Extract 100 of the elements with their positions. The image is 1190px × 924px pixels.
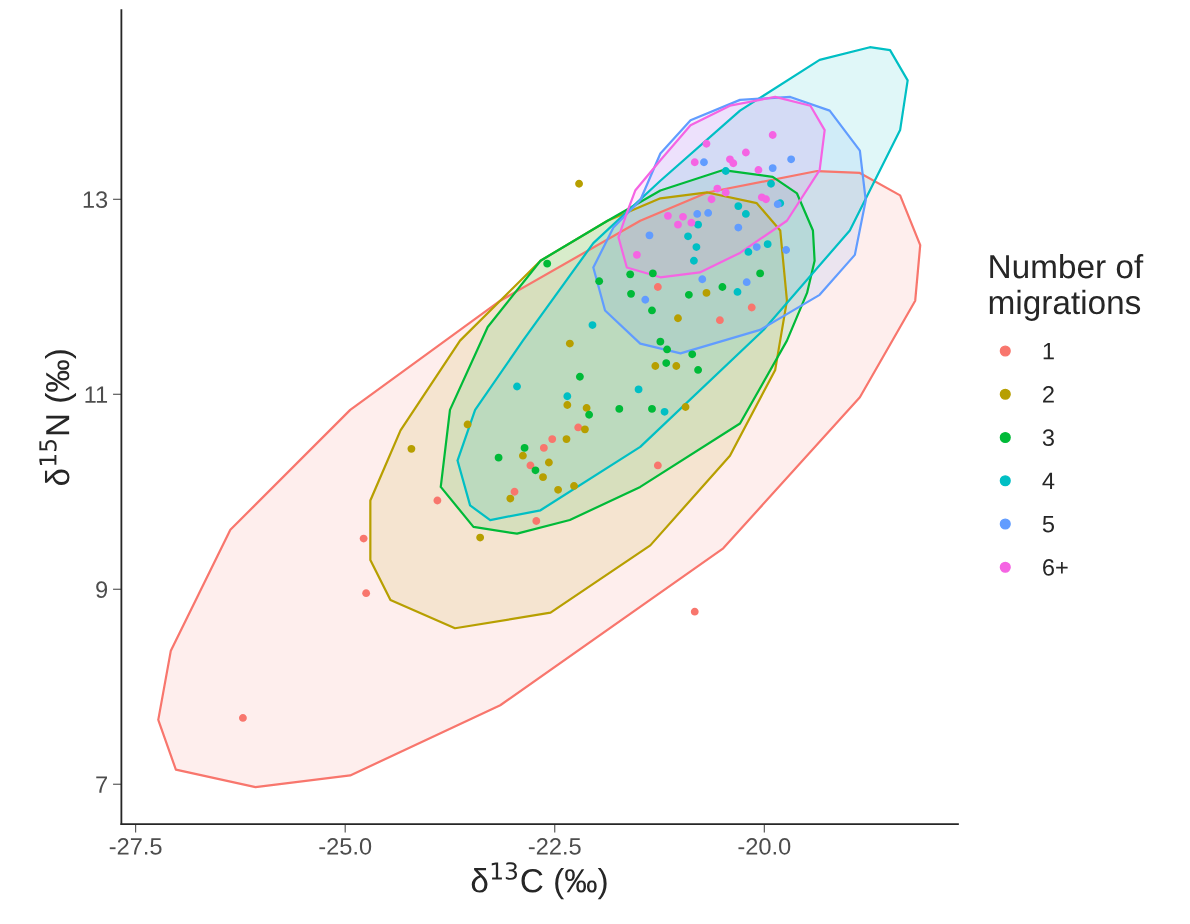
point xyxy=(681,403,690,411)
point xyxy=(563,401,572,409)
point xyxy=(721,167,730,175)
point xyxy=(575,179,583,188)
point xyxy=(543,259,552,268)
point xyxy=(565,339,574,348)
point xyxy=(690,607,699,616)
point xyxy=(663,345,672,354)
point xyxy=(581,425,589,434)
point xyxy=(702,139,711,148)
y-tick-label: 7 xyxy=(96,776,107,793)
point xyxy=(718,283,727,291)
x-tick-label: -27.5 xyxy=(109,838,162,855)
point xyxy=(632,250,641,259)
legend-label: 6+ xyxy=(1043,559,1068,576)
point xyxy=(694,220,703,229)
point xyxy=(634,385,643,394)
point xyxy=(768,164,777,173)
point xyxy=(700,158,708,167)
point xyxy=(660,407,669,416)
point xyxy=(692,243,701,251)
x-tick-label: -22.5 xyxy=(528,838,581,855)
point xyxy=(626,270,635,279)
point xyxy=(539,443,548,452)
point xyxy=(641,295,650,304)
point xyxy=(407,444,416,453)
legend-title: Number of migrations xyxy=(989,253,1144,321)
point xyxy=(651,362,660,370)
point xyxy=(733,287,742,296)
point xyxy=(648,306,656,315)
point xyxy=(544,458,553,467)
point xyxy=(688,350,697,359)
point xyxy=(742,278,751,287)
legend-label: 5 xyxy=(1042,516,1055,533)
point xyxy=(627,289,635,298)
point xyxy=(752,243,761,251)
point xyxy=(763,240,772,249)
point xyxy=(679,212,687,221)
point xyxy=(539,473,547,482)
point xyxy=(548,435,557,444)
point xyxy=(689,256,698,265)
point xyxy=(570,481,578,490)
point xyxy=(674,220,682,229)
point xyxy=(734,223,743,232)
point xyxy=(531,466,540,475)
point xyxy=(707,195,716,204)
x-axis-title: δ$^{13}$C (‰) xyxy=(471,862,607,900)
legend-label: 2 xyxy=(1043,386,1054,403)
point xyxy=(734,202,743,211)
point xyxy=(684,232,692,241)
point xyxy=(684,290,693,299)
point xyxy=(713,184,722,193)
legend-label: 4 xyxy=(1042,472,1055,490)
point xyxy=(729,159,738,168)
point xyxy=(574,423,583,432)
point xyxy=(562,435,571,444)
legend-label: 1 xyxy=(1043,343,1054,360)
y-axis-title: δ$^{15}$N (‰) xyxy=(39,350,77,486)
point xyxy=(513,382,521,391)
point xyxy=(494,453,503,462)
point xyxy=(463,420,472,429)
point xyxy=(653,283,662,291)
point xyxy=(476,533,485,542)
y-tick-label: 11 xyxy=(85,386,108,403)
point xyxy=(768,131,777,139)
point xyxy=(767,179,775,188)
point xyxy=(663,211,672,220)
point xyxy=(754,166,763,174)
point xyxy=(687,218,696,227)
point xyxy=(674,314,682,323)
point xyxy=(585,410,594,419)
point xyxy=(787,155,796,164)
point xyxy=(747,303,756,312)
point xyxy=(563,392,572,401)
y-tick-label: 13 xyxy=(83,191,108,209)
point xyxy=(520,443,529,452)
point xyxy=(506,494,515,503)
x-tick-label: -25.0 xyxy=(319,838,372,855)
point xyxy=(588,321,597,329)
point xyxy=(693,209,702,218)
point xyxy=(656,337,665,346)
point xyxy=(782,246,791,254)
point xyxy=(239,714,247,722)
point xyxy=(554,485,563,494)
point xyxy=(690,158,699,167)
point xyxy=(595,277,604,286)
y-tick-label: 9 xyxy=(96,581,108,599)
point xyxy=(741,209,750,218)
point xyxy=(362,589,371,598)
point xyxy=(532,517,541,525)
legend-label: 3 xyxy=(1042,429,1054,447)
point xyxy=(645,231,654,240)
point xyxy=(704,209,713,217)
point xyxy=(510,487,519,496)
point xyxy=(615,404,624,413)
x-tick-label: -20.0 xyxy=(738,838,791,855)
point xyxy=(526,461,535,470)
point xyxy=(702,288,711,297)
point xyxy=(744,248,753,256)
point xyxy=(698,275,707,284)
